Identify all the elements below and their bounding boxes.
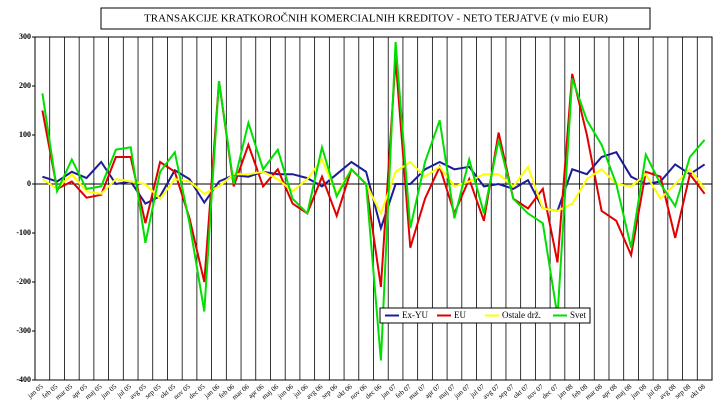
y-tick-label: -400 bbox=[16, 375, 31, 384]
lines bbox=[41, 41, 706, 361]
legend-label: Ex-YU bbox=[402, 310, 428, 320]
x-tick-label: jun 05 bbox=[99, 382, 119, 400]
y-tick-label: 100 bbox=[19, 130, 31, 139]
y-tick-label: 200 bbox=[19, 81, 31, 90]
y-tick-label: -200 bbox=[16, 277, 31, 286]
grid bbox=[32, 36, 712, 381]
y-tick-label: -300 bbox=[16, 326, 31, 335]
series-line bbox=[41, 157, 706, 216]
x-tick-label: jan 07 bbox=[379, 382, 399, 400]
y-tick-label: 0 bbox=[27, 179, 31, 188]
x-tick-label: jan 06 bbox=[202, 382, 222, 400]
x-tick-label: jun 07 bbox=[452, 382, 472, 400]
title-box bbox=[100, 7, 651, 30]
x-tick-label: jun 08 bbox=[629, 382, 649, 400]
legend-label: Svet bbox=[570, 310, 587, 320]
x-tick-label: jan 05 bbox=[26, 382, 46, 400]
x-tick-label: sep 08 bbox=[673, 382, 692, 400]
x-tick-label: sep 06 bbox=[320, 382, 339, 400]
y-tick-label: -100 bbox=[16, 228, 31, 237]
chart-title: TRANSAKCIJE KRATKOROČNIH KOMERCIALNIH KR… bbox=[144, 13, 608, 25]
series-line bbox=[41, 41, 706, 361]
x-tick-label: sep 05 bbox=[143, 382, 162, 400]
x-tick-label: okt 08 bbox=[688, 382, 707, 400]
x-tick-label: jun 06 bbox=[275, 382, 295, 400]
y-tick-label: 300 bbox=[19, 32, 31, 41]
x-tick-label: dec 06 bbox=[364, 382, 384, 400]
legend-label: EU bbox=[454, 310, 466, 320]
x-tick-label: dec 05 bbox=[187, 382, 207, 400]
legend-label: Ostale drž. bbox=[502, 310, 541, 320]
x-tick-label: jan 08 bbox=[555, 382, 575, 400]
legend-items: Ex-YU EU Ostale drž. Svet bbox=[385, 310, 587, 320]
x-tick-label: dec 07 bbox=[540, 382, 560, 400]
x-tick-label: sep 07 bbox=[497, 382, 516, 400]
